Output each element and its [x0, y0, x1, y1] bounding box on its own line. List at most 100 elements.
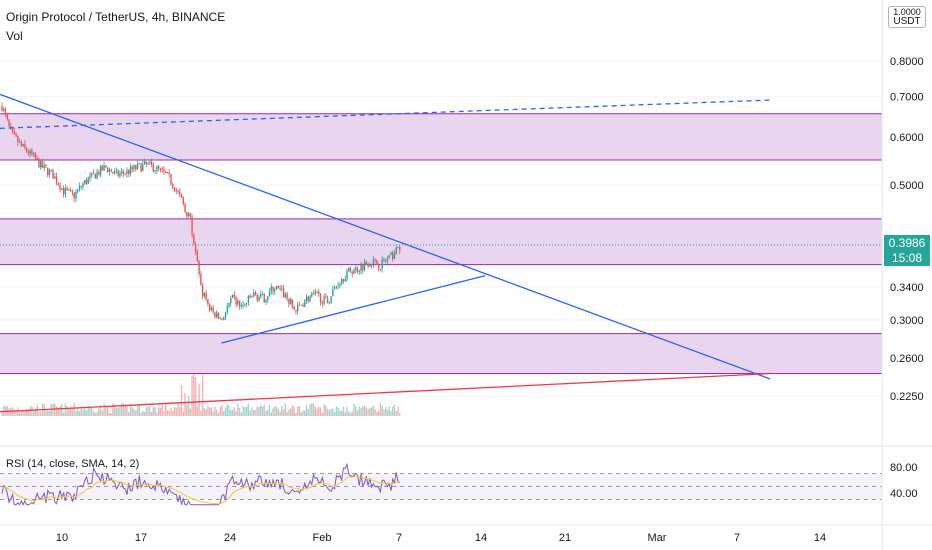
volume-bar [355, 406, 357, 416]
rsi-axis[interactable]: 80.00 40.00 [890, 462, 918, 500]
currency-selector[interactable]: 1.0000 USDT [888, 6, 926, 28]
candle-body [376, 259, 378, 265]
volume-bar [34, 409, 37, 416]
candle-body [136, 163, 139, 169]
candle-body [18, 141, 21, 143]
candle-body [365, 262, 368, 265]
time-axis[interactable]: 10 17 24 Feb 7 14 21 Mar 7 14 [56, 532, 826, 544]
candle-body [302, 304, 304, 307]
volume-bar [399, 412, 401, 416]
volume-bar [175, 407, 177, 416]
price-axis[interactable]: 0.8000 0.7000 0.6000 0.5000 0.3400 0.3000 0.26… [890, 56, 924, 403]
trend-line-descending [0, 93, 771, 380]
rsi-ma-line [1, 475, 400, 505]
candle-body [142, 164, 144, 171]
volume-bar [369, 407, 371, 416]
candle-body [363, 262, 366, 271]
candle-body [78, 186, 81, 190]
candle-body [235, 297, 237, 305]
volume-bar [50, 404, 52, 416]
volume-bar [272, 408, 274, 416]
candle-body [71, 190, 74, 193]
rsi-pane [0, 462, 882, 506]
volume-bar [172, 410, 174, 416]
candle-body [85, 179, 88, 184]
candle-body [207, 299, 209, 305]
volume-bar [193, 374, 195, 416]
candle-body [103, 165, 105, 171]
candle-body [267, 296, 269, 300]
candle-body [105, 165, 107, 168]
volume-bar [293, 406, 295, 416]
candle-body [263, 293, 265, 303]
candle-body [166, 172, 169, 174]
volume-bar [277, 408, 280, 416]
volume-bar [263, 404, 265, 416]
volume-bar [140, 412, 142, 416]
volume-bar [198, 384, 200, 416]
volume-bar [10, 407, 12, 416]
candle-body [256, 294, 258, 301]
candle-body [233, 294, 236, 298]
volume-bar [71, 408, 74, 416]
volume-bar [346, 407, 348, 416]
volume-bar [393, 404, 396, 416]
candle-body [277, 285, 280, 288]
candle-body [175, 190, 177, 192]
candle-body [369, 264, 371, 267]
volume-bar [208, 407, 211, 416]
volume-bar [27, 410, 30, 416]
candle-body [349, 267, 352, 273]
candle-body [208, 304, 211, 311]
candle-body [223, 317, 225, 320]
price-tick-label: 0.3400 [890, 282, 924, 294]
candle-body [205, 292, 207, 300]
candle-body [94, 173, 96, 179]
volume-bar [128, 411, 130, 416]
candle-body [254, 292, 257, 295]
volume-bar [223, 410, 225, 416]
candle-body [187, 213, 190, 217]
candle-body [55, 176, 58, 184]
volume-bar [261, 406, 264, 416]
candle-body [69, 189, 72, 191]
volume-bar [105, 406, 107, 416]
price-tick-label: 0.7000 [890, 91, 924, 103]
volume-bar [126, 405, 128, 416]
candle-body [177, 190, 179, 192]
candle-body [370, 264, 373, 266]
volume-bar [221, 404, 223, 416]
candle-body [61, 188, 63, 190]
volume-bar [307, 408, 309, 416]
candle-body [89, 175, 91, 179]
volume-bar [40, 411, 42, 416]
volume-bar [117, 408, 119, 416]
trend-line-support [0, 372, 771, 413]
volume-bar [260, 404, 262, 416]
volume-bar [124, 404, 126, 416]
volume-bar [13, 409, 16, 416]
volume-bar [217, 412, 220, 416]
candle-body [120, 171, 123, 174]
zone-fill [0, 113, 882, 160]
candle-body [392, 252, 394, 260]
candle-body [80, 186, 82, 188]
candle-body [210, 307, 213, 311]
candle-body [54, 176, 56, 179]
volume-bar [32, 410, 35, 416]
volume-bar [309, 404, 311, 416]
candle-body [45, 165, 47, 168]
candle-body [355, 267, 357, 270]
candle-body [189, 213, 192, 217]
candle-body [131, 166, 133, 170]
volume-bar [314, 406, 316, 416]
candle-body [64, 187, 67, 195]
candle-body [25, 147, 28, 152]
candle-body [40, 160, 42, 168]
candle-body [252, 292, 255, 297]
candles [1, 102, 401, 321]
candle-body [113, 171, 116, 174]
volume-bar [284, 403, 287, 416]
candle-body [172, 183, 174, 188]
